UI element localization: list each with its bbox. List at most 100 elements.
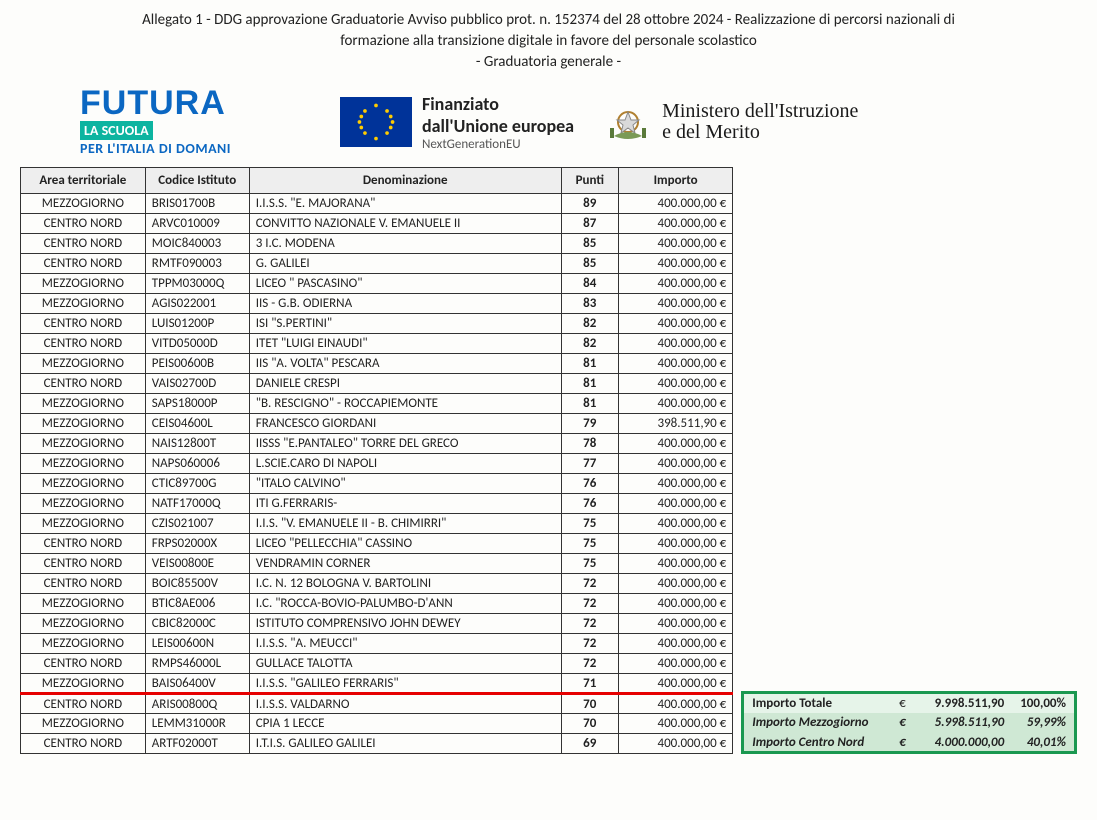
cell: 75 — [561, 514, 618, 534]
cell: 400.000,00 € — [618, 654, 732, 674]
table-row: CENTRO NORDLUIS01200PISI "S.PERTINI"8240… — [21, 314, 733, 334]
cell: CBIC82000C — [145, 614, 249, 634]
table-row: CENTRO NORDVAIS02700DDANIELE CRESPI81400… — [21, 374, 733, 394]
table-row: MEZZOGIORNOLEMM31000RCPIA 1 LECCE70400.0… — [21, 714, 733, 734]
cell: 400.000,00 € — [618, 554, 732, 574]
table-row: MEZZOGIORNOSAPS18000P"B. RESCIGNO" - ROC… — [21, 394, 733, 414]
summary-table: Importo Totale€9.998.511,90100,00%Import… — [741, 691, 1077, 754]
cell: 70 — [561, 694, 618, 714]
cell: PEIS00600B — [145, 354, 249, 374]
table-row: CENTRO NORDRMTF090003G. GALILEI85400.000… — [21, 254, 733, 274]
cell: 72 — [561, 634, 618, 654]
cell: 70 — [561, 714, 618, 734]
cell: 89 — [561, 194, 618, 214]
futura-word: FUTURA — [80, 87, 310, 119]
cell: BRIS01700B — [145, 194, 249, 214]
cell: ARIS00800Q — [145, 694, 249, 714]
cell: 400.000,00 € — [618, 474, 732, 494]
cell: SAPS18000P — [145, 394, 249, 414]
cell: 81 — [561, 394, 618, 414]
cell: 400.000,00 € — [618, 714, 732, 734]
heading-line3: - Graduatoria generale - — [476, 53, 621, 71]
cell: L.SCIE.CARO DI NAPOLI — [249, 454, 561, 474]
heading-line1: Allegato 1 - DDG approvazione Graduatori… — [142, 11, 955, 29]
cell: I.I.S.S. VALDARNO — [249, 694, 561, 714]
summary-currency: € — [891, 713, 914, 733]
cell: 77 — [561, 454, 618, 474]
cell: BAIS06400V — [145, 674, 249, 694]
cell: CENTRO NORD — [21, 254, 146, 274]
table-row: MEZZOGIORNOPEIS00600BIIS "A. VOLTA" PESC… — [21, 354, 733, 374]
logo-futura: FUTURA LA SCUOLA PER L'ITALIA DI DOMANI — [80, 87, 310, 157]
cell: BOIC85500V — [145, 574, 249, 594]
cell: 75 — [561, 554, 618, 574]
cell: "B. RESCIGNO" - ROCCAPIEMONTE — [249, 394, 561, 414]
summary-label: Importo Centro Nord — [743, 733, 891, 753]
cell: MEZZOGIORNO — [21, 674, 146, 694]
summary-row: Importo Centro Nord€4.000.000,0040,01% — [743, 733, 1076, 753]
cell: 400.000,00 € — [618, 254, 732, 274]
cell: ITI G.FERRARIS- — [249, 494, 561, 514]
eu-line1: Finanziato — [422, 93, 574, 115]
cell: 85 — [561, 254, 618, 274]
cell: I.I.S.S. "E. MAJORANA" — [249, 194, 561, 214]
cell: 82 — [561, 314, 618, 334]
summary-label: Importo Totale — [743, 693, 891, 713]
cell: CZIS021007 — [145, 514, 249, 534]
cell: 85 — [561, 234, 618, 254]
ministero-line1: Ministero dell'Istruzione — [662, 101, 858, 122]
cell: 400.000,00 € — [618, 374, 732, 394]
summary-percent: 100,00% — [1012, 693, 1075, 713]
cell: LICEO " PASCASINO" — [249, 274, 561, 294]
document-heading: Allegato 1 - DDG approvazione Graduatori… — [20, 10, 1077, 73]
ministero-text: Ministero dell'Istruzione e del Merito — [662, 101, 858, 143]
cell: 84 — [561, 274, 618, 294]
cell: MEZZOGIORNO — [21, 634, 146, 654]
cell: G. GALILEI — [249, 254, 561, 274]
cell: TPPM03000Q — [145, 274, 249, 294]
table-row: MEZZOGIORNOLEIS00600NI.I.S.S. "A. MEUCCI… — [21, 634, 733, 654]
cell: 400.000,00 € — [618, 434, 732, 454]
cell: VAIS02700D — [145, 374, 249, 394]
cell: 79 — [561, 414, 618, 434]
table-row: CENTRO NORDBOIC85500VI.C. N. 12 BOLOGNA … — [21, 574, 733, 594]
cell: GULLACE TALOTTA — [249, 654, 561, 674]
summary-label: Importo Mezzogiorno — [743, 713, 891, 733]
cell: 3 I.C. MODENA — [249, 234, 561, 254]
cell: MEZZOGIORNO — [21, 274, 146, 294]
cell: MEZZOGIORNO — [21, 474, 146, 494]
cell: 83 — [561, 294, 618, 314]
cell: MEZZOGIORNO — [21, 294, 146, 314]
cell: MEZZOGIORNO — [21, 394, 146, 414]
cell: MEZZOGIORNO — [21, 194, 146, 214]
cell: 71 — [561, 674, 618, 694]
table-row: CENTRO NORDFRPS02000XLICEO "PELLECCHIA" … — [21, 534, 733, 554]
cell: CENTRO NORD — [21, 654, 146, 674]
cell: 400.000,00 € — [618, 494, 732, 514]
cell: 400.000,00 € — [618, 594, 732, 614]
cell: MEZZOGIORNO — [21, 494, 146, 514]
cell: 400.000,00 € — [618, 314, 732, 334]
cell: MOIC840003 — [145, 234, 249, 254]
cell: MEZZOGIORNO — [21, 594, 146, 614]
cell: MEZZOGIORNO — [21, 354, 146, 374]
cell: "ITALO CALVINO" — [249, 474, 561, 494]
cell: DANIELE CRESPI — [249, 374, 561, 394]
summary-value: 5.998.511,90 — [914, 713, 1013, 733]
summary-row: Importo Mezzogiorno€5.998.511,9059,99% — [743, 713, 1076, 733]
cell: 400.000,00 € — [618, 294, 732, 314]
cell: 82 — [561, 334, 618, 354]
cell: CENTRO NORD — [21, 314, 146, 334]
table-row: CENTRO NORDRMPS46000LGULLACE TALOTTA7240… — [21, 654, 733, 674]
cell: 81 — [561, 354, 618, 374]
cell: NAIS12800T — [145, 434, 249, 454]
cell: LEMM31000R — [145, 714, 249, 734]
table-row: MEZZOGIORNOCTIC89700G"ITALO CALVINO"7640… — [21, 474, 733, 494]
ranking-table: Area territorialeCodice IstitutoDenomina… — [20, 167, 733, 754]
cell: CENTRO NORD — [21, 374, 146, 394]
cell: ARVC010009 — [145, 214, 249, 234]
cell: CENTRO NORD — [21, 574, 146, 594]
table-row: CENTRO NORDARVC010009CONVITTO NAZIONALE … — [21, 214, 733, 234]
cell: 400.000,00 € — [618, 274, 732, 294]
cell: 400.000,00 € — [618, 634, 732, 654]
